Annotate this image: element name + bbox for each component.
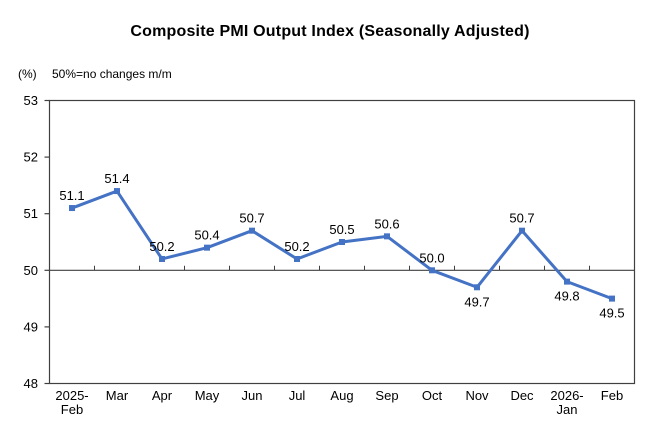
data-point-marker: [114, 188, 120, 195]
data-point-marker: [294, 255, 300, 262]
data-point-label: 50.0: [419, 250, 444, 265]
y-tick-label: 52: [24, 150, 38, 165]
data-point-marker: [474, 284, 480, 291]
data-point-label: 49.7: [464, 294, 489, 309]
x-axis-label: Feb: [601, 388, 623, 403]
data-point-label: 50.2: [284, 239, 309, 254]
data-point-marker: [339, 239, 345, 245]
data-point-label: 50.7: [509, 211, 534, 226]
x-axis-label: 2025-Feb: [55, 388, 88, 417]
data-point-marker: [519, 227, 525, 234]
x-axis-label: Dec: [510, 388, 534, 403]
y-tick-label: 49: [24, 319, 38, 334]
data-point-marker: [429, 267, 435, 274]
y-tick-label: 48: [24, 376, 38, 391]
x-axis-label: Jul: [289, 388, 306, 403]
x-axis-label: Jun: [242, 388, 263, 403]
x-axis-label: May: [195, 388, 220, 403]
x-axis-label: Mar: [106, 388, 129, 403]
data-point-label: 49.8: [554, 289, 579, 304]
data-point-marker: [204, 244, 210, 251]
data-point-marker: [159, 255, 165, 262]
data-point-label: 51.1: [59, 188, 84, 203]
pmi-line-chart: 48 49 50 51 52 53 51.1 51.4 50.2 50.4 50.7 50.2 50.5…: [24, 93, 636, 417]
x-axis-label: Aug: [330, 388, 353, 403]
x-axis-label: Oct: [422, 388, 443, 403]
data-point-label: 50.5: [329, 222, 354, 237]
data-point-marker: [249, 227, 255, 234]
data-point-label: 50.7: [239, 211, 264, 226]
x-axis-label: Apr: [152, 388, 173, 403]
data-point-label: 49.5: [599, 306, 624, 321]
x-axis-label: Nov: [465, 388, 489, 403]
chart-title: Composite PMI Output Index (Seasonally A…: [130, 23, 530, 40]
data-point-label: 51.4: [104, 171, 129, 186]
data-point-label: 50.4: [194, 228, 219, 243]
y-axis-unit-label: (%): [18, 67, 37, 81]
data-point-marker: [69, 205, 75, 212]
plot-border: [48, 99, 636, 385]
data-point-marker: [564, 278, 570, 285]
baseline-note-label: 50%=no changes m/m: [52, 67, 172, 81]
x-axis-label: 2026-Jan: [550, 388, 583, 417]
data-point-label: 50.2: [149, 239, 174, 254]
y-tick-label: 53: [24, 93, 38, 108]
x-axis-label: Sep: [375, 388, 398, 403]
data-point-label: 50.6: [374, 216, 399, 231]
y-tick-label: 50: [24, 263, 38, 278]
y-tick-label: 51: [24, 206, 38, 221]
data-point-marker: [384, 233, 390, 240]
data-point-marker: [609, 295, 615, 302]
